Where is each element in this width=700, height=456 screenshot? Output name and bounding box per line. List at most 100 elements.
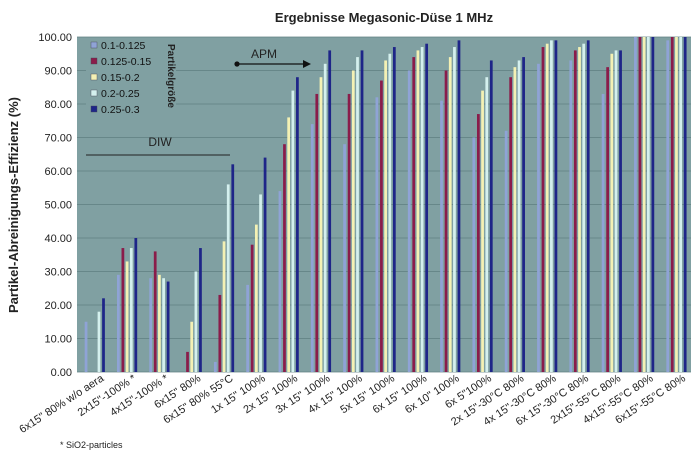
y-tick-label: 20.00 — [44, 300, 72, 312]
legend-label-4: 0.2-0.25 — [101, 88, 140, 100]
bar-1-16 — [569, 60, 573, 372]
bar-4-17 — [614, 50, 618, 373]
legend: 0.1-0.125 0.125-0.15 0.15-0.2 0.2-0.25 0.25-… — [86, 39, 176, 123]
bar-1-17 — [601, 93, 605, 372]
bar-3-16 — [578, 47, 581, 373]
bar-1-10 — [375, 97, 379, 373]
bar-5-7 — [296, 77, 299, 372]
y-tick-label: 80.00 — [44, 99, 72, 111]
bar-2-16 — [573, 50, 577, 373]
bar-3-4 — [190, 321, 194, 372]
bar-5-9 — [360, 50, 364, 373]
bar-5-6 — [263, 157, 267, 372]
bar-1-19 — [666, 40, 670, 372]
bar-5-18 — [651, 37, 655, 372]
bar-2-7 — [283, 144, 286, 372]
bar-1-3 — [149, 278, 153, 372]
bar-1-12 — [440, 100, 443, 373]
y-tick-label: 100.00 — [38, 32, 72, 44]
y-tick-label: 30.00 — [44, 267, 72, 279]
bar-5-10 — [392, 47, 396, 373]
bar-3-13 — [481, 90, 484, 372]
bar-4-12 — [453, 47, 456, 373]
bar-2-9 — [347, 93, 351, 372]
apm-arrow-head — [303, 60, 311, 68]
bar-3-12 — [448, 57, 452, 372]
apm-label: APM — [251, 47, 277, 61]
bar-2-17 — [606, 67, 609, 373]
bar-4-19 — [679, 37, 683, 372]
bar-4-13 — [485, 77, 489, 372]
bar-4-7 — [291, 90, 295, 372]
legend-label-5: 0.25-0.3 — [101, 104, 140, 116]
bar-2-15 — [541, 47, 545, 373]
bar-2-5 — [218, 294, 222, 372]
bar-2-14 — [509, 77, 513, 372]
bar-4-1 — [97, 311, 101, 372]
bar-5-14 — [522, 57, 525, 372]
y-tick-label: 40.00 — [44, 233, 72, 245]
bar-3-7 — [287, 117, 291, 373]
y-tick-label: 50.00 — [44, 200, 72, 212]
bar-3-6 — [254, 224, 258, 372]
bar-4-15 — [550, 40, 553, 372]
bar-2-2 — [121, 248, 125, 372]
y-tick-label: 60.00 — [44, 166, 72, 178]
bar-4-6 — [259, 194, 262, 372]
bar-1-15 — [537, 63, 540, 373]
bar-1-1 — [84, 321, 88, 372]
bar-3-9 — [351, 70, 355, 372]
bar-5-13 — [489, 60, 493, 372]
bar-3-8 — [319, 77, 323, 372]
bar-5-19 — [683, 37, 687, 372]
y-tick-label: 70.00 — [44, 133, 72, 145]
legend-swatch-2 — [90, 57, 98, 65]
legend-swatch-3 — [90, 73, 98, 81]
y-axis-ticks: 0.00 10.00 20.00 30.00 40.00 50.00 60.00 70.00 8… — [38, 32, 72, 379]
bar-5-4 — [199, 248, 202, 372]
bar-1-8 — [310, 124, 314, 372]
bar-5-3 — [166, 281, 170, 372]
legend-label-3: 0.15-0.2 — [101, 72, 140, 84]
bar-1-11 — [407, 70, 411, 372]
bar-1-5 — [213, 361, 217, 372]
y-tick-label: 0.00 — [51, 367, 72, 379]
legend-box — [86, 39, 176, 123]
bar-5-11 — [425, 43, 429, 372]
bar-4-11 — [420, 47, 424, 373]
apm-arrow-start-dot — [234, 61, 240, 67]
chart-title: Ergebnisse Megasonic-Düse 1 MHz — [275, 10, 494, 25]
bar-3-19 — [675, 37, 678, 372]
bar-3-10 — [384, 60, 387, 372]
bar-2-12 — [444, 70, 448, 372]
footnote: * SiO2-particles — [60, 440, 123, 450]
legend-title: Partikelgröße — [165, 44, 176, 108]
bar-3-5 — [222, 241, 226, 372]
bar-2-18 — [638, 37, 642, 372]
bar-4-9 — [356, 57, 359, 372]
bar-2-8 — [315, 93, 319, 372]
bar-3-11 — [416, 50, 420, 373]
bar-3-18 — [642, 37, 646, 372]
bar-2-3 — [153, 251, 157, 372]
legend-swatch-1 — [90, 41, 98, 49]
bar-4-10 — [388, 53, 392, 372]
bar-5-12 — [457, 40, 461, 372]
legend-swatch-5 — [90, 105, 98, 113]
legend-label-2: 0.125-0.15 — [101, 56, 151, 68]
diw-label: DIW — [148, 135, 172, 149]
bar-1-7 — [278, 191, 282, 372]
bar-4-16 — [582, 43, 586, 372]
bar-1-14 — [504, 130, 508, 372]
bar-4-8 — [323, 63, 327, 373]
bar-5-2 — [134, 238, 138, 372]
bar-3-3 — [158, 274, 161, 372]
bar-5-15 — [554, 40, 558, 372]
bar-1-13 — [472, 137, 476, 372]
bar-5-8 — [328, 50, 332, 373]
bar-4-4 — [194, 271, 198, 372]
bar-4-5 — [226, 184, 230, 372]
y-tick-label: 10.00 — [44, 334, 72, 346]
bar-2-10 — [380, 80, 383, 373]
